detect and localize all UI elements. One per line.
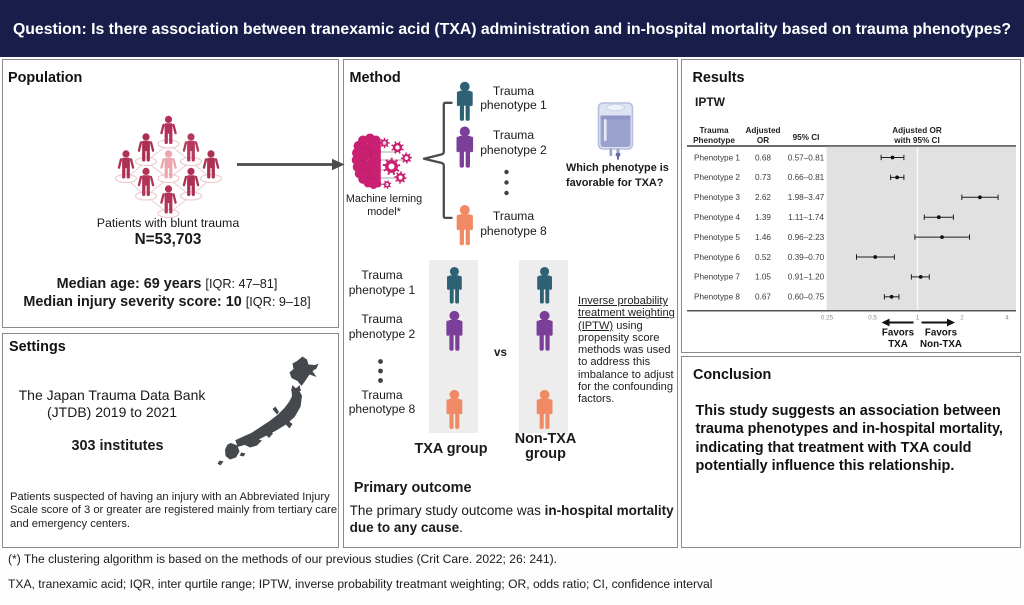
svg-text:Favors: Favors [882,328,915,339]
svg-text:1: 1 [916,315,920,322]
svg-text:Phenotype 8: Phenotype 8 [694,293,740,302]
svg-text:Phenotype 7: Phenotype 7 [694,273,740,282]
svg-text:Non-TXA: Non-TXA [920,339,962,350]
svg-text:OR: OR [757,136,769,145]
svg-text:0.73: 0.73 [755,173,771,182]
svg-text:Phenotype 5: Phenotype 5 [694,233,740,242]
svg-text:0.91–1.20: 0.91–1.20 [788,273,825,282]
svg-text:0.57–0.81: 0.57–0.81 [788,153,825,162]
svg-text:Phenotype: Phenotype [693,136,735,145]
svg-text:1.98–3.47: 1.98–3.47 [788,193,825,202]
svg-text:1.11–1.74: 1.11–1.74 [788,213,824,222]
svg-text:0.96–2.23: 0.96–2.23 [788,233,825,242]
svg-text:Phenotype 4: Phenotype 4 [694,213,740,222]
svg-text:0.60–0.75: 0.60–0.75 [788,293,825,302]
svg-text:Phenotype 6: Phenotype 6 [694,253,740,262]
svg-text:Phenotype 2: Phenotype 2 [694,173,740,182]
svg-text:TXA: TXA [888,339,908,350]
svg-text:0.25: 0.25 [821,315,834,322]
svg-text:0.5: 0.5 [868,315,877,322]
svg-text:0.68: 0.68 [755,153,771,162]
svg-text:1.39: 1.39 [755,213,771,222]
svg-text:Favors: Favors [925,328,958,339]
svg-text:Trauma: Trauma [699,126,729,135]
svg-text:0.52: 0.52 [755,253,771,262]
svg-text:2.62: 2.62 [755,193,771,202]
svg-text:Adjusted OR: Adjusted OR [892,126,942,135]
svg-text:with 95% CI: with 95% CI [893,136,940,145]
svg-text:0.66–0.81: 0.66–0.81 [788,173,825,182]
svg-text:0.39–0.70: 0.39–0.70 [788,253,825,262]
svg-text:4: 4 [1005,315,1009,322]
svg-text:1.46: 1.46 [755,233,771,242]
svg-text:Phenotype 3: Phenotype 3 [694,193,740,202]
svg-text:0.67: 0.67 [755,293,771,302]
svg-text:2: 2 [960,315,964,322]
svg-text:Phenotype 1: Phenotype 1 [694,153,740,162]
svg-text:Adjusted: Adjusted [745,126,780,135]
svg-text:1.05: 1.05 [755,273,771,282]
svg-text:95% CI: 95% CI [793,133,820,142]
